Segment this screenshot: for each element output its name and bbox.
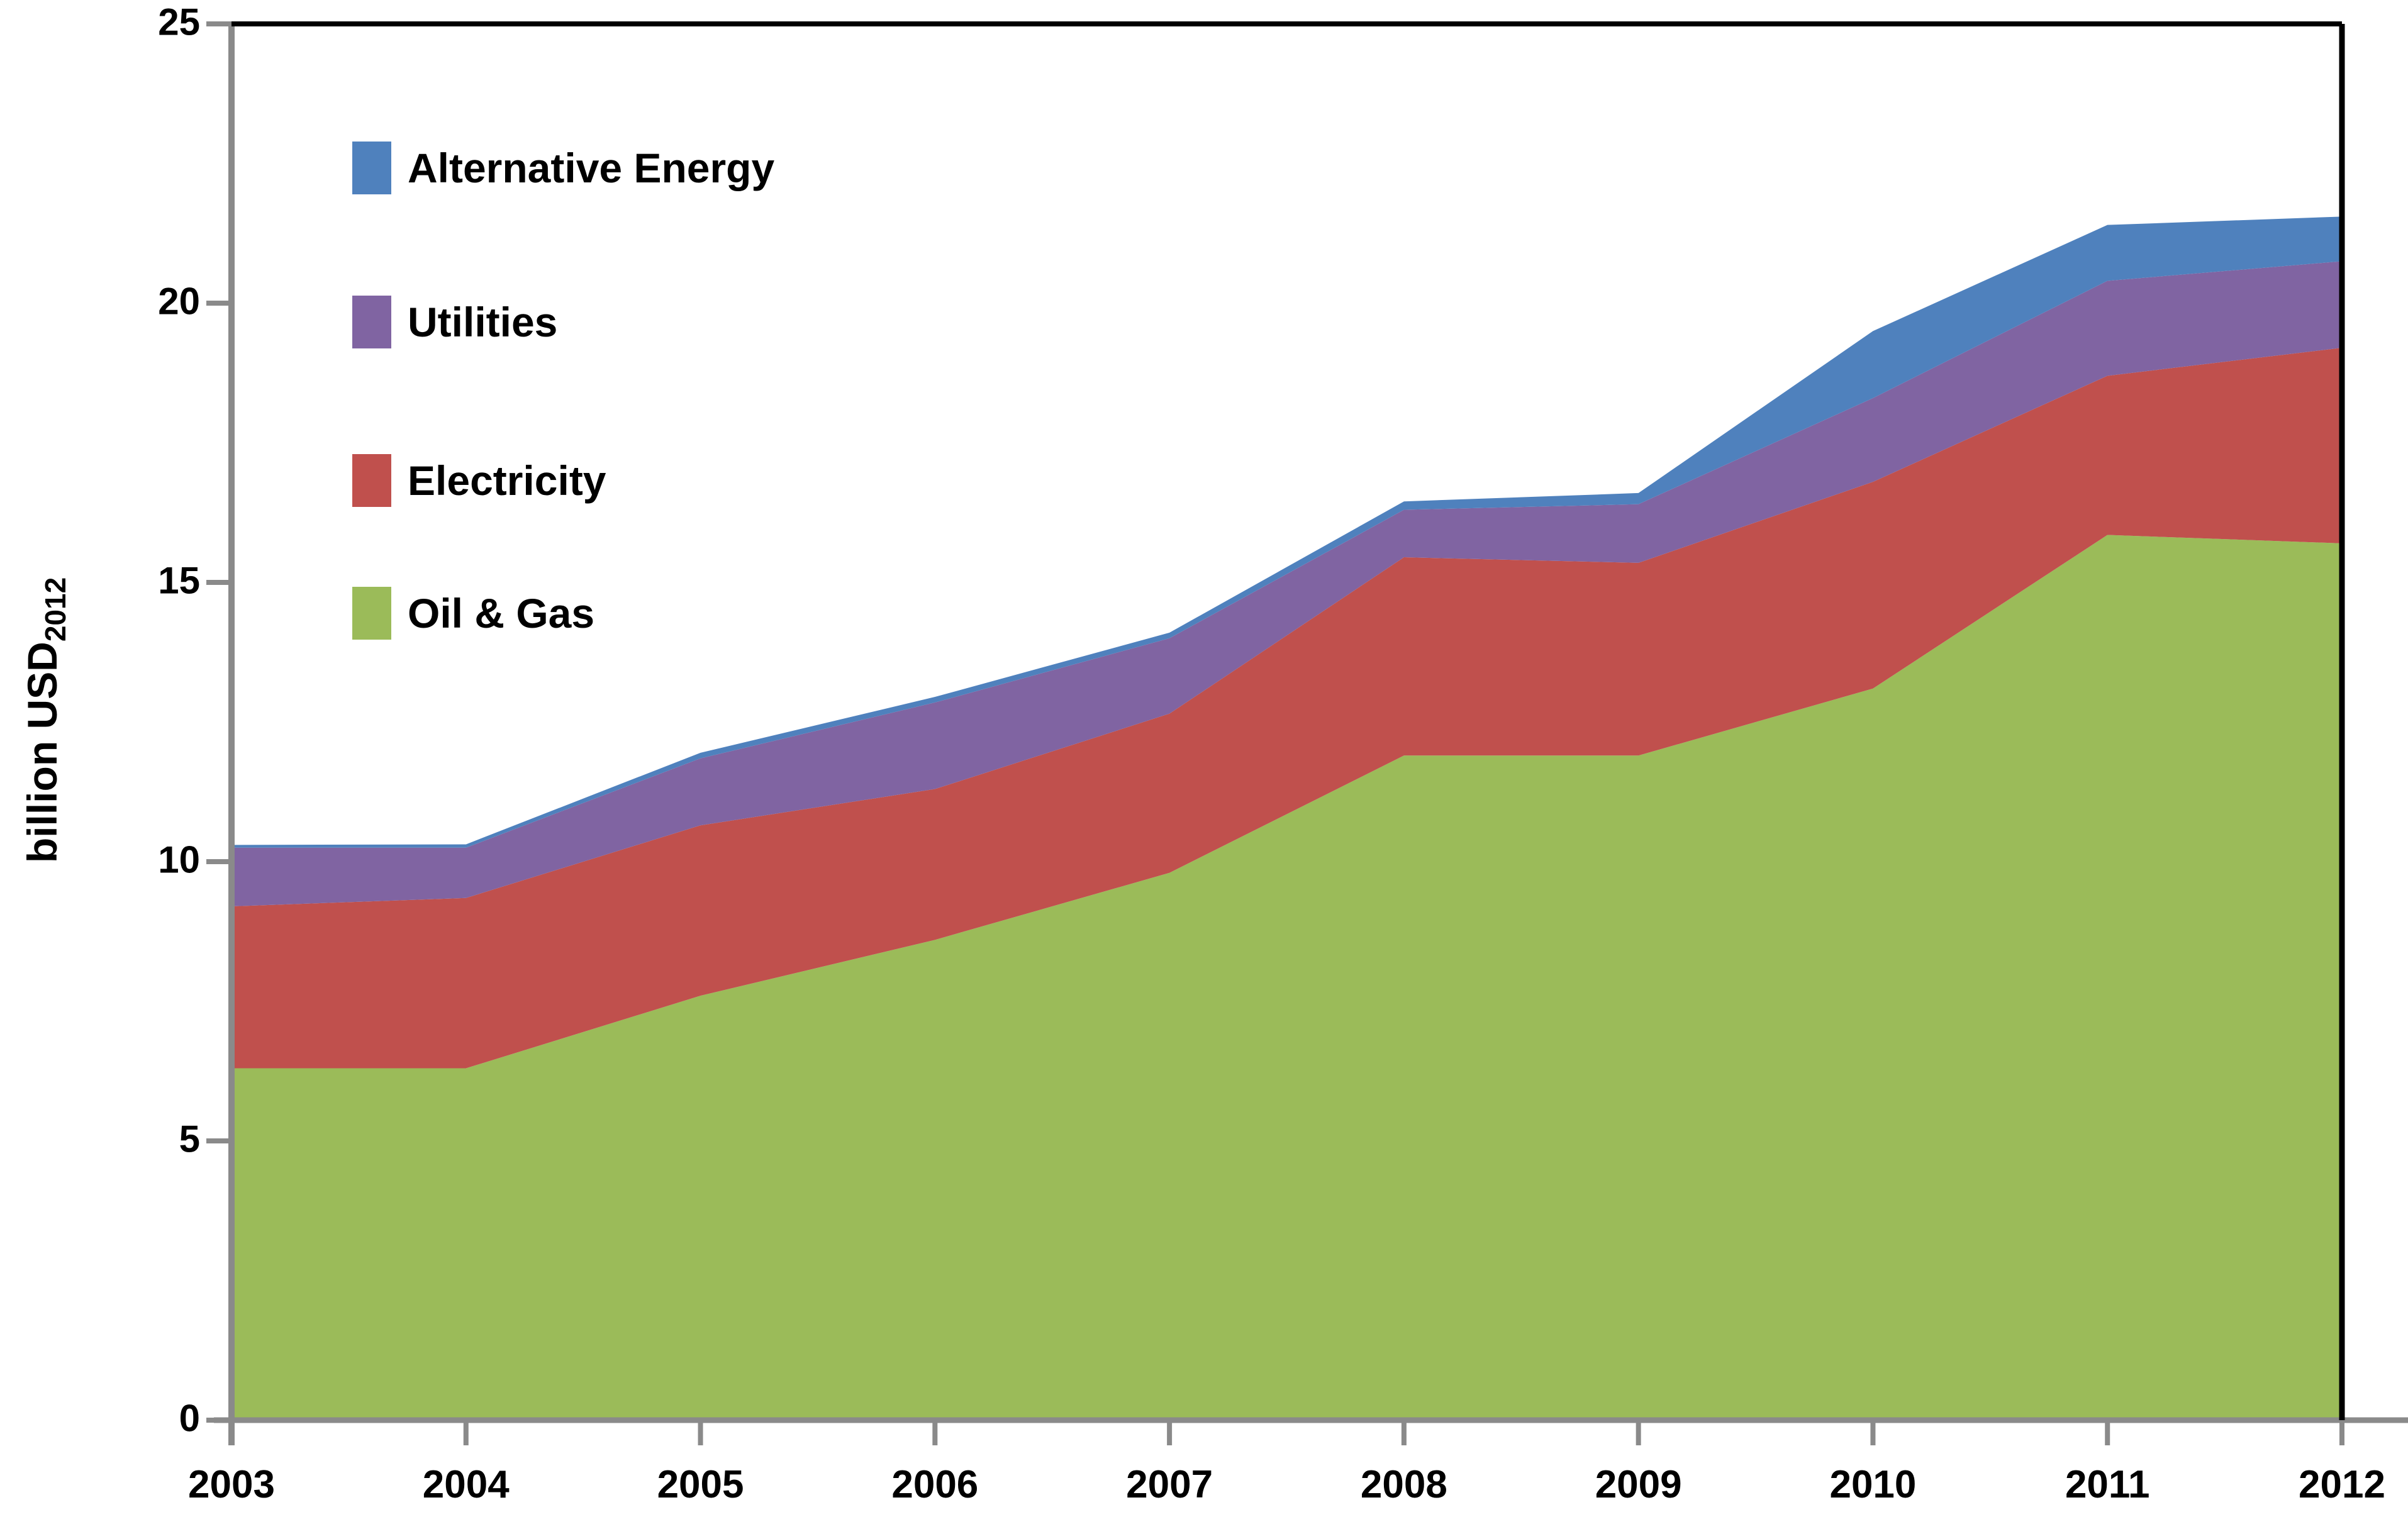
legend-label: Alternative Energy xyxy=(408,145,775,191)
y-tick-label-10: 10 xyxy=(158,838,200,881)
x-tick-label-2012: 2012 xyxy=(2299,1463,2385,1506)
x-tick-label-2004: 2004 xyxy=(422,1463,510,1506)
x-tick-label-2003: 2003 xyxy=(188,1463,275,1506)
x-tick-label-2009: 2009 xyxy=(1595,1463,1682,1506)
legend-item-alternative-energy: Alternative Energy xyxy=(352,142,774,194)
area-oil-gas xyxy=(231,535,2342,1420)
y-axis-title: billion USD2012 xyxy=(18,577,72,864)
area-electricity xyxy=(231,348,2342,1069)
legend-swatch-icon xyxy=(352,296,391,348)
x-tick-label-2005: 2005 xyxy=(657,1463,744,1506)
legend-label: Utilities xyxy=(408,299,558,345)
x-tick-label-2006: 2006 xyxy=(891,1463,979,1506)
legend-item-electricity: Electricity xyxy=(352,454,606,507)
y-tick-label-15: 15 xyxy=(158,559,200,602)
legend-label: Oil & Gas xyxy=(408,590,595,636)
y-tick-label-20: 20 xyxy=(158,280,200,323)
legend-swatch-icon xyxy=(352,587,391,640)
x-tick-label-2011: 2011 xyxy=(2065,1463,2150,1506)
x-tick-label-2010: 2010 xyxy=(1829,1463,1917,1506)
legend-swatch-icon xyxy=(352,142,391,194)
legend-swatch-icon xyxy=(352,454,391,507)
legend-item-utilities: Utilities xyxy=(352,296,557,348)
x-tick-label-2007: 2007 xyxy=(1126,1463,1213,1506)
y-tick-label-25: 25 xyxy=(158,1,200,43)
legend-label: Electricity xyxy=(408,457,606,504)
area-utilities xyxy=(231,261,2342,907)
legend-item-oil-gas: Oil & Gas xyxy=(352,587,594,640)
x-tick-label-2008: 2008 xyxy=(1360,1463,1447,1506)
y-tick-label-0: 0 xyxy=(179,1397,200,1440)
y-tick-label-5: 5 xyxy=(179,1118,200,1160)
area-alternative-energy xyxy=(231,216,2342,848)
